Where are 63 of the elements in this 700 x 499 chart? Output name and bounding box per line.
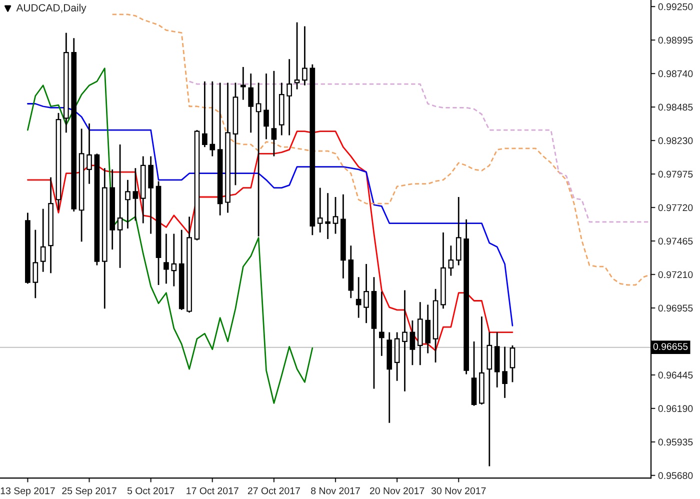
candlestick [456, 196, 462, 266]
candlestick [332, 196, 338, 234]
y-tick-label: 0.98485 [658, 104, 693, 111]
y-tick-label: 0.97975 [658, 170, 693, 178]
y-tick-label: 0.95935 [658, 438, 693, 446]
candlestick [264, 72, 269, 140]
x-tick-label: 5 Oct 2017 [127, 487, 174, 494]
line-series [188, 80, 651, 223]
x-tick-label: 30 Nov 2017 [431, 487, 486, 494]
ref-line-label: 0.96655 [653, 343, 688, 350]
candlestick [240, 66, 246, 101]
candlestick [271, 70, 277, 157]
candlestick [164, 233, 169, 284]
candlestick [171, 233, 177, 287]
candlestick [325, 192, 330, 240]
y-tick-label: 0.98740 [658, 70, 693, 78]
candlestick [394, 332, 400, 382]
chart-title: AUDCAD,Daily [16, 4, 86, 14]
candlestick [210, 80, 216, 157]
x-tick-label: 17 Oct 2017 [186, 487, 238, 494]
x-tick-label: 25 Sep 2017 [62, 487, 116, 496]
y-tick-label: 0.97210 [658, 271, 693, 278]
line-series [27, 130, 514, 352]
candlestick [379, 290, 384, 357]
candlestick [148, 156, 154, 234]
candlestick [132, 167, 138, 222]
candlestick [302, 26, 308, 86]
candlestick [364, 263, 369, 324]
candlestick [317, 187, 323, 234]
line-series [112, 14, 651, 286]
candlestick [125, 179, 130, 230]
candlestick [202, 80, 208, 148]
candlestick [448, 244, 454, 276]
y-tick-label: 0.98995 [658, 36, 693, 44]
x-tick-label: 13 Sep 2017 [0, 487, 55, 496]
candlestick [117, 144, 123, 269]
candlestick [294, 22, 300, 90]
candlestick [402, 290, 408, 392]
y-tick-label: 0.97720 [658, 204, 693, 212]
candlestick [502, 346, 508, 399]
line-series [27, 68, 314, 404]
candlestick [248, 72, 254, 134]
candlestick [86, 122, 92, 185]
candlestick [286, 58, 292, 136]
candlestick [256, 82, 262, 238]
line-series [27, 103, 514, 326]
y-tick-label: 0.97465 [658, 238, 693, 245]
x-tick-label: 27 Oct 2017 [248, 487, 300, 494]
candlestick [486, 332, 492, 467]
x-tick-label: 20 Nov 2017 [370, 487, 424, 494]
y-tick-label: 0.99250 [658, 3, 693, 10]
candlestick [410, 320, 416, 366]
candlestick [32, 229, 38, 299]
candlestick [510, 344, 516, 383]
y-tick-label: 0.96190 [658, 405, 693, 412]
candlestick [40, 208, 46, 273]
candlestick [425, 304, 431, 354]
x-tick-label: 8 Nov 2017 [311, 487, 360, 494]
candlestick [356, 276, 362, 319]
y-tick-label: 0.96445 [658, 372, 693, 379]
y-tick-label: 0.98230 [658, 137, 693, 144]
y-tick-label: 0.95680 [658, 472, 693, 480]
y-tick-label: 0.96955 [658, 304, 693, 312]
